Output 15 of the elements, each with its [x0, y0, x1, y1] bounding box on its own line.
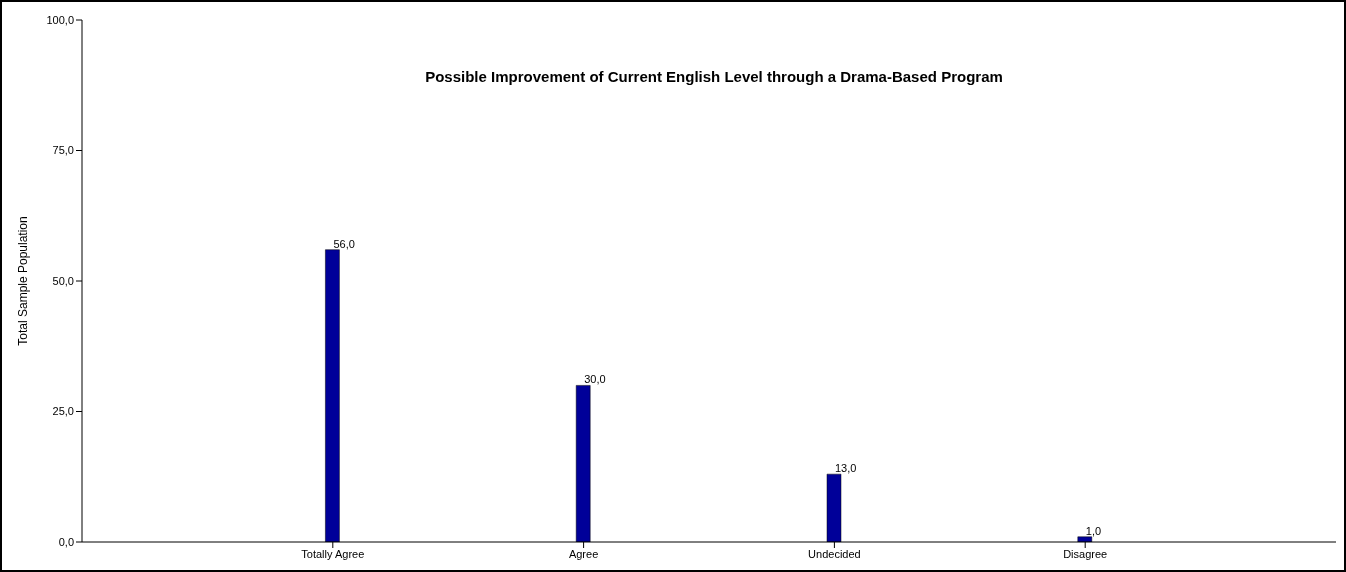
x-tick-label: Totally Agree	[301, 547, 365, 560]
x-tick-label: Undecided	[808, 547, 861, 560]
y-axis-title: Total Sample Population	[16, 216, 31, 346]
y-tick-label: 50,0	[52, 274, 74, 287]
data-label: 1,0	[1085, 524, 1102, 537]
x-tick-label: Agree	[568, 547, 599, 560]
x-tick-label: Disagree	[1063, 547, 1108, 560]
text: Possible Improvement of Current English Level through a Drama-Based Program	[424, 68, 1004, 85]
y-tick-label: 75,0	[52, 144, 74, 157]
y-tick-label: 100,0	[46, 13, 74, 26]
data-label: 56,0	[333, 237, 355, 250]
data-label: 13,0	[835, 462, 857, 475]
y-tick-label: 0,0	[58, 535, 74, 548]
data-label: 30,0	[584, 373, 606, 386]
y-tick-label: 25,0	[52, 405, 74, 418]
